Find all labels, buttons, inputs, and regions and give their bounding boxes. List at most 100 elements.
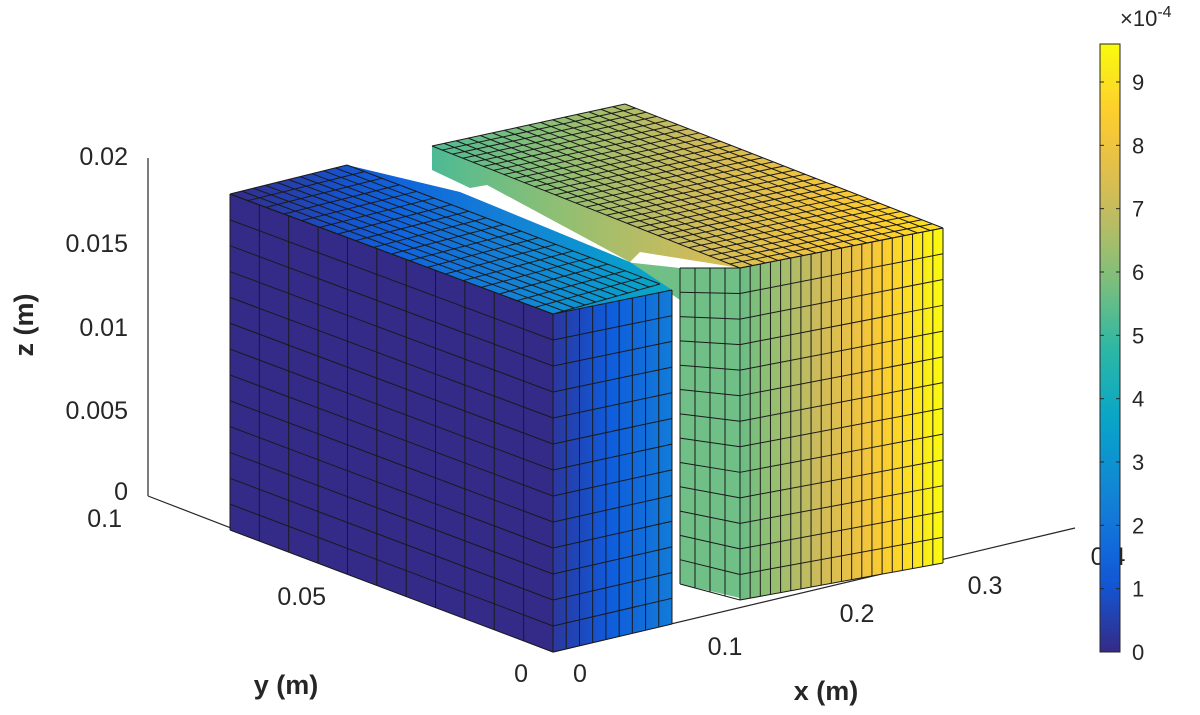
mesh-cell-edge [337,204,452,235]
y-tick-label: 0.1 [87,505,122,533]
colorbar-tick-label: 3 [1132,450,1144,475]
y-ticks: 0.1 0.05 0 [87,505,528,688]
mesh-cell-edge [229,451,554,575]
mesh-cell-edge [229,322,554,445]
mesh-cell-edge [739,304,944,346]
mesh-cell-edge [431,103,626,147]
mesh-cell-edge [739,253,944,295]
mesh-cell-edge [514,136,710,180]
mesh-cell-edge [452,111,647,155]
colorbar-gradient [1099,43,1121,653]
mesh-cell-edge [739,485,944,524]
mesh-cell-edge [462,115,657,159]
mesh-cell-edge [739,227,944,269]
mesh-cell-edge [739,562,944,601]
y-axis-label: y (m) [254,670,319,700]
mesh-cell-edge [229,219,554,341]
y-tick-label: 0 [514,660,528,688]
mesh-cell-edge [679,364,741,371]
mesh-cell-edge [552,623,673,653]
mesh-cell-edge [373,217,487,248]
mesh-cell-edge [688,206,891,249]
mesh-cell-edge [679,486,741,499]
colorbar-tick-label: 4 [1132,387,1144,412]
colorbar-exponent: ×10-4 [1120,4,1172,31]
mesh-cell-edge [229,426,554,549]
mesh-cell-edge [739,433,944,473]
mesh-cell-edge [544,148,742,192]
mesh-cell-edge [552,572,673,601]
mesh-cell-edge [552,366,673,393]
mesh-cell-edge [739,536,944,575]
mesh-cell-edge [679,389,741,397]
left-block-mesh [229,164,673,653]
mesh-cell-edge [442,107,636,151]
mesh-cell-edge [516,270,626,302]
mesh-cell-edge [606,173,806,216]
mesh-cell-edge [552,392,673,419]
mesh-cell-edge [565,157,763,200]
colorbar-exponent-power: -4 [1157,4,1171,21]
mesh-cell-edge [229,503,554,627]
left-block-end-face [553,290,672,652]
mesh-cell-edge [534,144,732,188]
mesh-cell-edge [524,140,721,184]
mesh-cell-edge [739,459,944,499]
colorbar-tick-label: 7 [1132,197,1144,222]
mesh-cell-edge [552,469,673,497]
mesh-cell-edge [229,164,348,195]
mesh-cell-edge [534,276,643,308]
mesh-cell-edge [229,400,554,523]
z-tick-label: 0.01 [79,314,128,342]
left-block-side-face [230,194,553,652]
mesh-cell-edge [719,219,922,261]
mesh-cell-edge [679,413,741,422]
mesh-cell-edge [679,583,741,601]
colorbar-tick-label: 1 [1132,577,1144,602]
mesh-cell-edge [698,210,901,253]
mesh-cell-edge [616,177,816,220]
mesh-cell-edge [626,182,827,224]
mesh-cell-edge [552,417,673,445]
mesh-cell-edge [391,224,504,255]
mesh-cell-edge [709,215,912,257]
mesh-cell-edge [679,316,741,320]
mesh-cell-edge [555,153,753,196]
z-ticks: 0.02 0.015 0.01 0.005 0 [65,143,128,506]
z-tick-label: 0.015 [65,230,128,258]
colorbar-tick-label: 2 [1132,513,1144,538]
mesh-cell-edge [739,356,944,397]
mesh-cell-edge [552,495,673,523]
mesh-cell-edge [739,407,944,448]
mesh-cell-edge [575,161,774,204]
mesh-cell-edge [355,210,469,242]
mesh-cell-edge [729,223,933,265]
x-tick-label: 0.1 [708,633,743,661]
mesh-cell-edge [637,186,838,228]
y-tick-label: 0.05 [277,583,326,611]
x-tick-label: 0 [573,660,587,688]
colorbar-tick-label: 8 [1132,133,1144,158]
mesh-cell-edge [229,296,554,419]
mesh-cell-edge [445,243,556,275]
mesh-cell-edge [679,534,741,550]
colorbar-tick-label: 0 [1132,640,1144,665]
mesh-cell-edge [552,546,673,575]
mesh-cell-edge [229,374,554,497]
mesh-cell-edge [552,289,673,315]
mesh-cell-edge [679,291,741,295]
mesh-cell-edge [463,250,574,282]
z-tick-label: 0.02 [79,143,128,171]
mesh-cell-edge [265,177,382,208]
mesh-cell-edge [596,169,795,212]
mesh-cell-edge [409,230,522,262]
mesh-cell-edge [552,315,673,341]
mesh-cell-edge [229,271,554,393]
mesh-cell-edge [319,197,435,228]
mesh-cell-edge [679,559,741,575]
mesh-cell-edge [427,237,539,268]
mesh-cell-edge [229,529,554,653]
mesh-cell-edge [552,283,661,315]
mesh-cell-edge [739,382,944,422]
